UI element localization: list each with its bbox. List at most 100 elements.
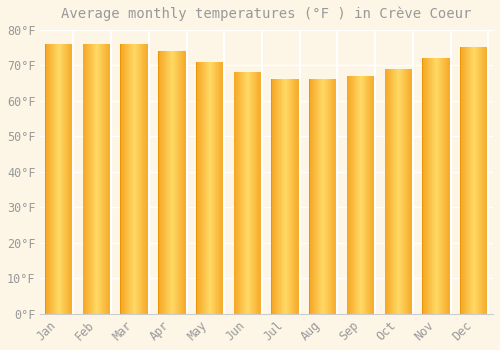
Bar — [359, 76, 360, 314]
Bar — [110, 44, 111, 314]
Bar — [60, 44, 62, 314]
Bar — [244, 72, 245, 314]
Bar — [178, 51, 180, 314]
Bar — [310, 79, 311, 314]
Bar — [250, 72, 252, 314]
Bar — [124, 44, 126, 314]
Bar — [332, 79, 333, 314]
Bar — [289, 79, 290, 314]
Bar — [253, 72, 254, 314]
Bar — [275, 79, 276, 314]
Bar — [94, 44, 95, 314]
Bar — [351, 76, 352, 314]
Bar — [389, 69, 390, 314]
Bar — [148, 44, 149, 314]
Bar — [361, 76, 362, 314]
Bar — [164, 51, 166, 314]
Bar — [163, 51, 164, 314]
Bar — [176, 51, 178, 314]
Bar — [158, 51, 159, 314]
Bar — [362, 76, 363, 314]
Bar — [68, 44, 69, 314]
Bar — [54, 44, 55, 314]
Bar — [98, 44, 99, 314]
Bar — [430, 58, 431, 314]
Bar — [52, 44, 53, 314]
Bar — [53, 44, 54, 314]
Bar — [137, 44, 138, 314]
Bar — [171, 51, 172, 314]
Bar — [280, 79, 281, 314]
Bar — [85, 44, 86, 314]
Bar — [182, 51, 183, 314]
Bar — [297, 79, 298, 314]
Bar — [130, 44, 131, 314]
Bar — [442, 58, 443, 314]
Bar — [360, 76, 361, 314]
Bar — [184, 51, 185, 314]
Bar — [47, 44, 48, 314]
Bar — [326, 79, 327, 314]
Bar — [296, 79, 297, 314]
Bar — [259, 72, 260, 314]
Bar — [249, 72, 250, 314]
Bar — [320, 79, 321, 314]
Bar — [146, 44, 148, 314]
Bar — [96, 44, 97, 314]
Bar — [311, 79, 312, 314]
Bar — [120, 44, 121, 314]
Bar — [133, 44, 134, 314]
Bar — [107, 44, 108, 314]
Bar — [406, 69, 407, 314]
Bar — [347, 76, 348, 314]
Bar — [353, 76, 354, 314]
Bar — [136, 44, 137, 314]
Bar — [128, 44, 129, 314]
Bar — [334, 79, 336, 314]
Bar — [423, 58, 424, 314]
Bar — [463, 47, 464, 314]
Bar — [131, 44, 132, 314]
Bar — [198, 62, 199, 314]
Bar — [374, 76, 375, 314]
Bar — [100, 44, 101, 314]
Bar — [109, 44, 110, 314]
Bar — [211, 62, 212, 314]
Bar — [92, 44, 94, 314]
Bar — [72, 44, 74, 314]
Bar — [475, 47, 476, 314]
Bar — [474, 47, 475, 314]
Bar — [436, 58, 437, 314]
Bar — [330, 79, 331, 314]
Bar — [466, 47, 467, 314]
Bar — [216, 62, 217, 314]
Bar — [145, 44, 146, 314]
Bar — [350, 76, 351, 314]
Bar — [314, 79, 315, 314]
Bar — [161, 51, 162, 314]
Bar — [237, 72, 238, 314]
Bar — [388, 69, 389, 314]
Bar — [95, 44, 96, 314]
Bar — [329, 79, 330, 314]
Bar — [56, 44, 57, 314]
Bar — [444, 58, 445, 314]
Bar — [62, 44, 64, 314]
Bar — [57, 44, 58, 314]
Bar — [214, 62, 215, 314]
Bar — [400, 69, 401, 314]
Bar — [287, 79, 288, 314]
Bar — [477, 47, 478, 314]
Bar — [106, 44, 107, 314]
Bar — [201, 62, 202, 314]
Bar — [101, 44, 102, 314]
Bar — [398, 69, 400, 314]
Bar — [411, 69, 412, 314]
Bar — [260, 72, 262, 314]
Bar — [69, 44, 70, 314]
Bar — [223, 62, 224, 314]
Bar — [142, 44, 143, 314]
Bar — [55, 44, 56, 314]
Bar — [120, 44, 121, 314]
Bar — [282, 79, 284, 314]
